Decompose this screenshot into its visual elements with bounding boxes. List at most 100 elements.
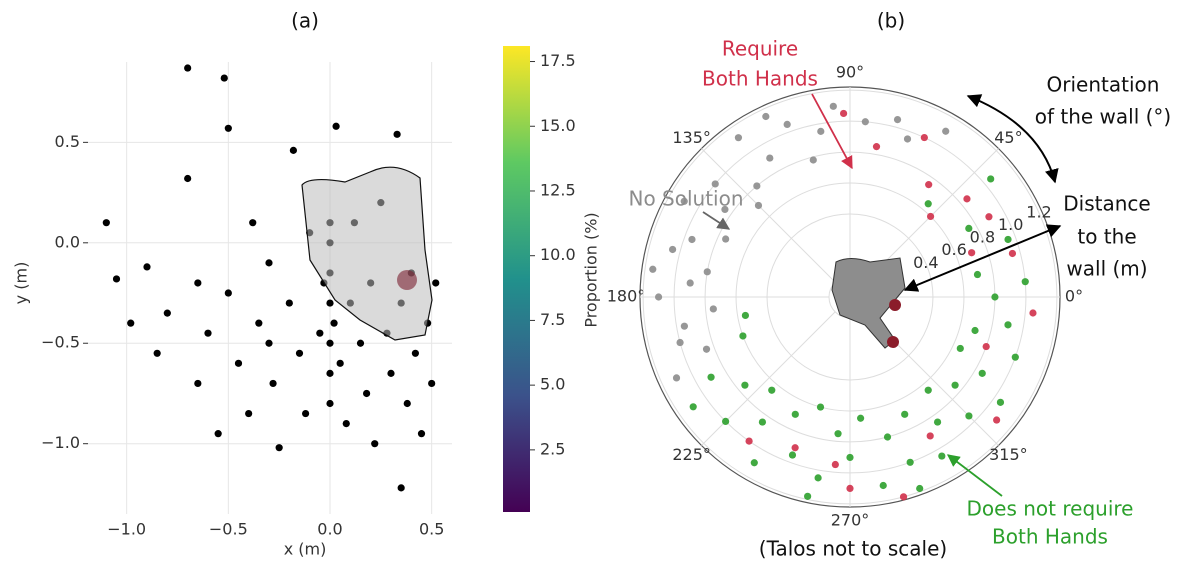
point: [814, 474, 822, 482]
point: [127, 319, 135, 327]
point: [393, 130, 401, 138]
annotation: wall (m): [1066, 257, 1147, 281]
y-tick-label: −1.0: [41, 433, 80, 452]
point: [265, 339, 273, 347]
y-tick-label: 0.0: [55, 232, 80, 251]
r-grid: [766, 213, 934, 381]
point: [745, 437, 753, 445]
annotation: Orientation: [1047, 73, 1160, 97]
robot-overlay: [301, 166, 906, 349]
point: [861, 118, 869, 126]
point: [668, 245, 677, 254]
panel-title: (b): [877, 9, 905, 33]
point: [791, 444, 799, 452]
point: [1004, 235, 1012, 244]
point: [963, 195, 971, 203]
r-tick-label: 0.8: [970, 228, 995, 247]
r-tick-label: 0.4: [913, 253, 938, 272]
colorbar-label: Proportion (%): [582, 212, 601, 327]
point: [834, 430, 842, 438]
x-tick-label: −1.0: [107, 520, 146, 539]
point: [734, 134, 743, 142]
x-tick-label: 0.0: [317, 520, 342, 539]
orientation-arrow: [966, 94, 1059, 184]
point: [316, 329, 324, 337]
point: [920, 133, 928, 142]
point: [676, 338, 684, 347]
r-tick-label: 1.0: [998, 215, 1023, 234]
point: [363, 389, 371, 398]
point: [302, 409, 310, 418]
colorbar-tick-label: 17.5: [540, 51, 576, 70]
theta-tick-label: 180°: [607, 287, 646, 306]
point: [899, 493, 908, 501]
point: [839, 109, 848, 118]
point: [783, 120, 791, 129]
y-tick-label: 0.5: [55, 132, 80, 151]
point: [951, 381, 959, 389]
red-pointer: [811, 93, 853, 170]
point: [336, 359, 344, 367]
point: [356, 339, 365, 347]
point: [1008, 249, 1017, 258]
theta-tick-label: 90°: [836, 63, 864, 82]
point: [1011, 353, 1019, 361]
robot-hand: [397, 270, 417, 290]
y-axis-label: y (m): [12, 262, 31, 305]
point: [804, 492, 812, 500]
point: [991, 293, 999, 301]
point: [220, 74, 228, 82]
point: [428, 379, 436, 388]
point: [326, 369, 334, 377]
point: [432, 279, 440, 287]
series-annotation: Does not require: [967, 497, 1134, 521]
panel-title: (a): [291, 9, 319, 33]
point: [224, 289, 232, 297]
point: [112, 275, 121, 283]
series-annotation: No Solution: [628, 187, 743, 211]
point: [753, 182, 761, 190]
theta-tick-label: 270°: [831, 511, 870, 530]
point: [924, 200, 932, 208]
series-annotation: Both Hands: [702, 67, 818, 91]
panel-b: (b) 0° 45° 90° 135° 180° 225° 270° 315° 0.40.60.8…: [607, 9, 1172, 561]
point: [403, 399, 411, 408]
point: [326, 399, 334, 408]
point: [901, 410, 909, 418]
point: [689, 403, 697, 411]
point: [654, 293, 663, 301]
point: [680, 322, 688, 330]
point: [249, 219, 257, 227]
point: [985, 213, 993, 221]
theta-tick-label: 225°: [672, 445, 711, 464]
point: [194, 279, 202, 287]
point: [330, 319, 338, 327]
point: [831, 460, 839, 469]
y-tick-label: −0.5: [41, 333, 80, 352]
point: [978, 369, 986, 377]
point: [411, 349, 419, 357]
point: [993, 416, 1001, 424]
point: [982, 342, 990, 351]
panel-a: (a) −1.0 −0.5 0.0 0.5 −1.0 −0.5 0.0 0.5 x (m) y (m…: [12, 9, 601, 559]
point: [916, 484, 924, 493]
point: [857, 414, 865, 422]
point: [816, 403, 825, 411]
point: [741, 381, 749, 389]
point: [741, 311, 750, 320]
point: [703, 268, 711, 276]
point: [722, 235, 730, 243]
point: [289, 146, 297, 154]
point: [711, 180, 719, 188]
point: [956, 344, 964, 353]
point: [809, 156, 817, 164]
point: [686, 279, 694, 287]
point: [163, 309, 171, 317]
point: [754, 201, 763, 210]
gray-pointer: [702, 211, 731, 230]
r-tick-label: 1.2: [1026, 202, 1051, 221]
point: [1021, 278, 1029, 286]
point: [387, 369, 395, 377]
point: [234, 359, 243, 367]
point: [996, 398, 1005, 406]
